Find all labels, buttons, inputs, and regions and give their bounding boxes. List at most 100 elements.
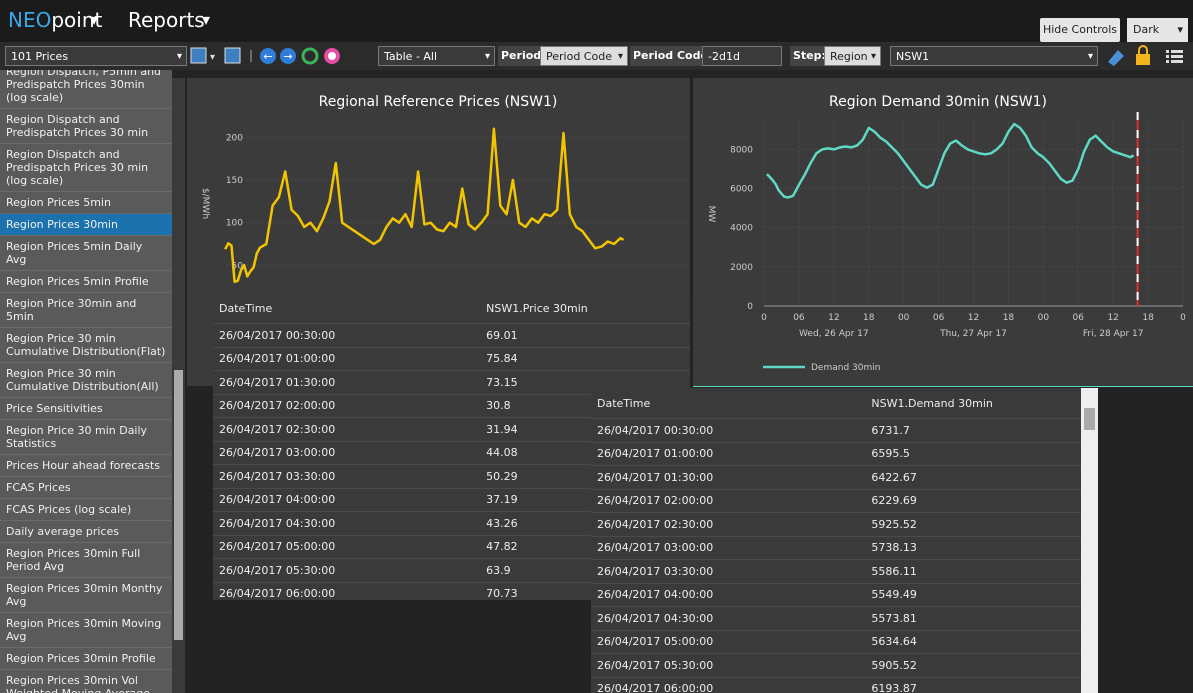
forward-icon[interactable] [280,48,296,64]
price-table: DateTime NSW1.Price 30min 26/04/2017 00:30… [213,293,690,600]
sidebar-item[interactable]: Region Prices 30min Profile [0,648,172,670]
table-cell: 26/04/2017 02:00:00 [213,394,481,418]
sidebar-item[interactable]: Price Sensitivities [0,398,172,420]
period-select[interactable]: Period Code [540,46,628,66]
x-tick-label: 00 [898,313,910,323]
x-tick-label: 18 [1142,313,1154,323]
demand-chart-panel: Region Demand 30min (NSW1) MW 0 2000 4000 600… [693,78,1193,387]
period-code-input[interactable]: -2d1d [702,46,782,66]
table-cell: 75.84 [480,347,690,371]
hide-controls-button[interactable]: Hide Controls [1040,18,1120,42]
sidebar-item[interactable]: Region Prices 30min Vol Weighted Moving … [0,670,172,693]
sidebar-item[interactable]: Region Prices 5min [0,192,172,214]
sidebar-item[interactable]: Region Dispatch, P5min and Predispatch P… [0,70,172,109]
toolbar-right-icons [1108,45,1183,66]
table-cell: 26/04/2017 00:30:00 [213,323,481,348]
sidebar-item[interactable]: Region Price 30 min Cumulative Distribut… [0,363,172,398]
sidebar-scrollbar[interactable] [172,78,185,693]
table-cell: 26/04/2017 05:00:00 [213,535,481,559]
sidebar-item[interactable]: Region Dispatch and Predispatch Prices 3… [0,109,172,144]
sidebar-item[interactable]: Region Prices 30min Moving Avg [0,613,172,648]
table-row: 26/04/2017 05:00:00 47.82 [213,535,690,559]
sidebar-item[interactable]: Region Price 30min and 5min [0,293,172,328]
table-icon[interactable] [190,47,207,64]
reports-menu[interactable]: Reports [128,8,205,32]
line-series [766,122,1135,199]
y-tick-label: 200 [226,133,243,143]
table-header: DateTime NSW1.Demand 30min [591,388,1081,419]
step-select[interactable]: Region [824,46,881,66]
region-select[interactable]: NSW1 [890,46,1098,66]
x-tick-label: 00 [1038,313,1050,323]
x-tick-label: 18 [1003,313,1015,323]
demand-table: DateTime NSW1.Demand 30min 26/04/2017 00:3… [591,388,1081,693]
sidebar-item[interactable]: Region Price 30 min Daily Statistics [0,420,172,455]
sidebar-item[interactable]: Region Prices 30min [0,214,172,236]
x-tick-label: 12 [968,313,979,323]
table-cell: 6193.87 [865,677,1081,693]
x-tick-label: 12 [1107,313,1118,323]
report-select[interactable]: 101 Prices [5,46,187,66]
table-cell: 26/04/2017 03:30:00 [591,559,866,584]
sidebar-item[interactable]: Region Price 30 min Cumulative Distribut… [0,328,172,363]
sidebar-item[interactable]: Region Dispatch and Predispatch Prices 3… [0,144,172,192]
step-label: Step: [790,46,829,66]
view-select[interactable]: Table - All [378,46,495,66]
line-series [224,127,625,284]
column-header: NSW1.Demand 30min [865,388,1081,419]
pin-icon[interactable] [1108,50,1124,66]
table-row: 26/04/2017 05:00:00 5634.64 [591,630,1081,654]
sidebar-item[interactable]: FCAS Prices (log scale) [0,499,172,521]
sidebar-item[interactable]: Daily average prices [0,521,172,543]
table-row: 26/04/2017 03:00:00 5738.13 [591,536,1081,560]
table-cell: 26/04/2017 01:30:00 [213,370,481,395]
table-cell: 5573.81 [865,606,1081,631]
table-row: 26/04/2017 01:00:00 6595.5 [591,442,1081,466]
x-tick-label: 06 [1073,313,1085,323]
lock-icon[interactable] [1136,54,1150,65]
table-row: 26/04/2017 06:00:00 6193.87 [591,677,1081,693]
table-cell: 26/04/2017 03:30:00 [213,464,481,489]
sidebar-item[interactable]: FCAS Prices [0,477,172,499]
sidebar: Region Dispatch, P5min and Predispatch P… [0,70,172,693]
theme-select[interactable]: Dark ▾ [1127,18,1188,42]
table-cell: 26/04/2017 02:00:00 [591,489,866,513]
table-cell: 26/04/2017 03:00:00 [591,536,866,560]
toolbar-icons: ▾ ← → [190,47,340,65]
table-cell: 26/04/2017 05:30:00 [591,653,866,678]
table-cell: 26/04/2017 05:30:00 [213,558,481,583]
y-tick-label: 4000 [730,224,753,234]
chart-title: Regional Reference Prices (NSW1) [319,94,558,110]
period-code-label: Period Code: [630,46,716,66]
table-row: 26/04/2017 05:30:00 5905.52 [591,653,1081,678]
svg-text:→: → [283,50,292,63]
sidebar-item[interactable]: Region Prices 5min Profile [0,271,172,293]
brand-suffix: point [51,8,103,32]
table-row: 26/04/2017 04:30:00 5573.81 [591,606,1081,631]
table-cell: 26/04/2017 05:00:00 [591,630,866,654]
table-scrollbar[interactable] [1081,388,1098,693]
table-row: 26/04/2017 01:30:00 6422.67 [591,465,1081,490]
sidebar-item[interactable]: Region Prices 5min Daily Avg [0,236,172,271]
brand[interactable]: NEOpoint [8,8,102,32]
x-tick-label: 12 [828,313,839,323]
table-row: 26/04/2017 00:30:00 69.01 [213,323,690,348]
svg-text:←: ← [263,50,272,63]
list-icon[interactable] [1166,50,1183,63]
y-axis-label: MW [706,206,716,223]
demand-chart: Region Demand 30min (NSW1) MW 0 2000 4000 600… [706,94,1186,373]
date-label: Thu, 27 Apr 17 [939,329,1007,339]
table-cell: 26/04/2017 04:30:00 [213,511,481,536]
save-icon[interactable] [224,47,241,64]
back-icon[interactable] [260,48,276,64]
table-row: 26/04/2017 02:30:00 5925.52 [591,512,1081,537]
sidebar-item[interactable]: Prices Hour ahead forecasts [0,455,172,477]
sidebar-item[interactable]: Region Prices 30min Monthy Avg [0,578,172,613]
table-cell: 26/04/2017 06:00:00 [213,582,481,600]
refresh-icon[interactable] [301,47,319,65]
sidebar-item[interactable]: Region Prices 30min Full Period Avg [0,543,172,578]
table-cell: 5905.52 [865,653,1081,678]
table-cell: 5925.52 [865,512,1081,537]
table-cell: 6422.67 [865,465,1081,490]
